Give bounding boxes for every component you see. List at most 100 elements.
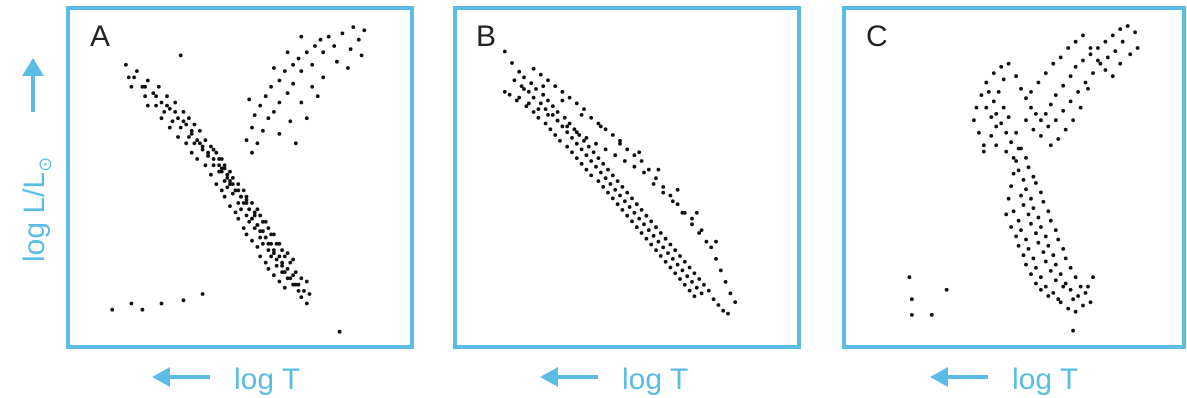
panel-a-data-point (239, 207, 243, 212)
panel-b-data-point (596, 156, 601, 161)
panel-a-data-point (143, 84, 148, 89)
panel-a-data-point (255, 223, 260, 227)
panel-b-data-point (522, 87, 526, 91)
panel-a-data-point (255, 245, 260, 249)
panel-a-data-point (310, 84, 315, 89)
panel-a-data-point (217, 163, 222, 168)
panel-c-data-point (1031, 174, 1036, 179)
panel-c-data-point (1043, 234, 1048, 239)
panel-a-data-point (236, 216, 241, 221)
panel-b-data-point (692, 294, 697, 299)
panel-c-data-point (977, 130, 981, 135)
panel-a-data-point (189, 150, 194, 155)
panel-a-data-point (272, 273, 276, 278)
panel-c-data-point (1088, 46, 1093, 50)
panel-b-data-point (524, 104, 529, 109)
y-axis-label-group: log L/L⊙ (18, 58, 55, 262)
panel-b-data-point (579, 113, 584, 117)
panel-b-data-point (733, 300, 738, 304)
panel-c-data-point (1034, 265, 1038, 270)
panel-a-data-point (145, 78, 150, 83)
panel-b-data-point (538, 101, 543, 106)
panel-c-data-point (1088, 52, 1093, 57)
panel-b-data-point (697, 277, 702, 281)
panel-a-data-point (209, 172, 213, 177)
panel-a-data-point (269, 254, 273, 259)
panel-b-left-arrow-icon (540, 367, 598, 387)
panel-b-data-point (649, 219, 654, 224)
panel-b-data-point (572, 127, 577, 132)
panel-c-data-point (1056, 237, 1061, 242)
panel-b-data-point (582, 107, 586, 111)
panel-a-data-point (209, 144, 213, 149)
panel-c-data-point (1014, 130, 1018, 135)
panel-a-data-point (244, 194, 249, 199)
panel-a-data-point (225, 176, 230, 180)
panel-a-data-point (285, 50, 290, 55)
panel-a-data-point (110, 307, 115, 312)
panel-a-data-point (293, 282, 298, 287)
panel-c-data-point (1076, 90, 1080, 94)
panel-c-data-point (1034, 112, 1038, 116)
panel-a-data-point (228, 179, 232, 183)
panel-a-data-point (277, 78, 282, 83)
panel-b-data-point (615, 179, 620, 184)
panel-a-data-point (236, 182, 241, 187)
panel-a-data-point (211, 163, 216, 168)
panel-b-data-point (567, 121, 572, 126)
panel-c-data-point (1021, 253, 1026, 258)
panel-c-data-point (996, 90, 1001, 94)
panel-c-data-point (1081, 33, 1085, 38)
panel-b-data-point (627, 205, 632, 209)
panel-b-data-point (673, 271, 678, 276)
panel-b-data-point (654, 176, 658, 181)
panel-c-data-point (1051, 253, 1056, 258)
panel-c-data-point (1041, 250, 1046, 255)
panel-b-data-point (531, 110, 536, 114)
panel-b-data-point (668, 265, 673, 270)
panel-b-data-point (678, 254, 682, 258)
panel-a-data-point (211, 157, 216, 161)
panel-c-data-point (1036, 240, 1041, 245)
panel-b-data-point (574, 141, 579, 146)
panel-c-data-point (1043, 284, 1048, 289)
panel-c-left-arrow-icon (930, 367, 988, 387)
panel-b-data-point (560, 89, 565, 94)
panel-a-data-point (252, 113, 257, 117)
panel-c-data-point (1029, 90, 1033, 94)
panel-a-data-point (255, 141, 260, 146)
panel-a-data-point (258, 229, 263, 234)
panel-b-data-point (637, 216, 642, 221)
panel-a-data-point (211, 147, 216, 152)
panel-c-data-point (1006, 115, 1011, 119)
panel-a-data-point (340, 31, 345, 36)
panel-c-data-point (1024, 118, 1028, 123)
panel-c-data-point (1125, 24, 1130, 28)
panel-c-data-point (1073, 64, 1078, 69)
panel-c-data-point (974, 105, 979, 110)
panel-c-data-point (1024, 156, 1028, 160)
panel-c-data-point (1071, 118, 1075, 123)
panel-a-data-point (162, 110, 167, 114)
panel-a-data-point (192, 141, 197, 146)
panel-b-data-point (644, 213, 649, 218)
panel-a-data-point (184, 141, 189, 146)
panel-c-data-point (1061, 284, 1066, 289)
panel-a-data-point (299, 34, 304, 39)
panel-b-data-point (586, 144, 591, 149)
panel-b-data-point (550, 104, 555, 109)
panel-c-data-point (1039, 190, 1043, 195)
panel-a-data-point (326, 34, 331, 39)
panel-a-label: A (90, 20, 110, 53)
panel-a-data-point (252, 213, 257, 218)
panel-b-data-point (613, 153, 618, 158)
panel-a-data-point (189, 132, 194, 136)
panel-a-data-point (173, 110, 178, 114)
panel-a-data-point (189, 128, 194, 133)
panel-a-data-point (176, 135, 180, 139)
panel-a-data-point (285, 91, 290, 95)
panel-c-data-point (1034, 281, 1038, 286)
panel-b-data-point (675, 202, 680, 207)
panel-c-data-point (1004, 212, 1009, 217)
panel-a-data-point (241, 201, 246, 205)
